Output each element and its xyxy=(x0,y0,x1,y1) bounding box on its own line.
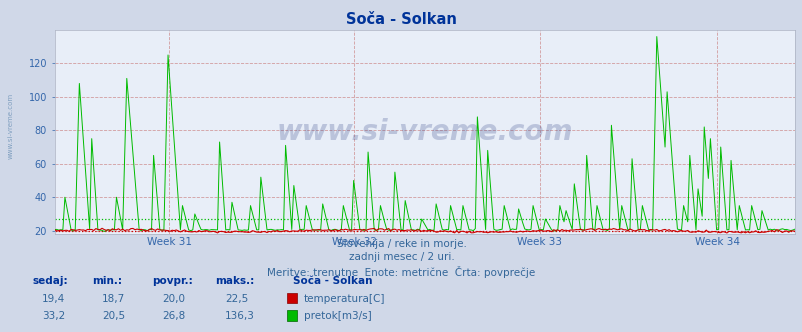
Text: temperatura[C]: temperatura[C] xyxy=(303,294,384,304)
Text: 20,0: 20,0 xyxy=(162,294,185,304)
Text: zadnji mesec / 2 uri.: zadnji mesec / 2 uri. xyxy=(348,252,454,262)
Text: min.:: min.: xyxy=(92,276,122,286)
Text: maks.:: maks.: xyxy=(215,276,254,286)
Text: Slovenija / reke in morje.: Slovenija / reke in morje. xyxy=(336,239,466,249)
Text: 33,2: 33,2 xyxy=(42,311,65,321)
Text: Soča - Solkan: Soča - Solkan xyxy=(293,276,372,286)
Text: Soča - Solkan: Soča - Solkan xyxy=(346,12,456,27)
Text: 19,4: 19,4 xyxy=(42,294,65,304)
Text: povpr.:: povpr.: xyxy=(152,276,193,286)
Text: sedaj:: sedaj: xyxy=(32,276,67,286)
Text: www.si-vreme.com: www.si-vreme.com xyxy=(276,118,573,146)
Text: 18,7: 18,7 xyxy=(102,294,125,304)
Text: Meritve: trenutne  Enote: metrične  Črta: povprečje: Meritve: trenutne Enote: metrične Črta: … xyxy=(267,266,535,278)
Text: 26,8: 26,8 xyxy=(162,311,185,321)
Text: www.si-vreme.com: www.si-vreme.com xyxy=(8,93,14,159)
Text: pretok[m3/s]: pretok[m3/s] xyxy=(303,311,371,321)
Text: 136,3: 136,3 xyxy=(225,311,254,321)
Text: 22,5: 22,5 xyxy=(225,294,248,304)
Text: 20,5: 20,5 xyxy=(102,311,125,321)
